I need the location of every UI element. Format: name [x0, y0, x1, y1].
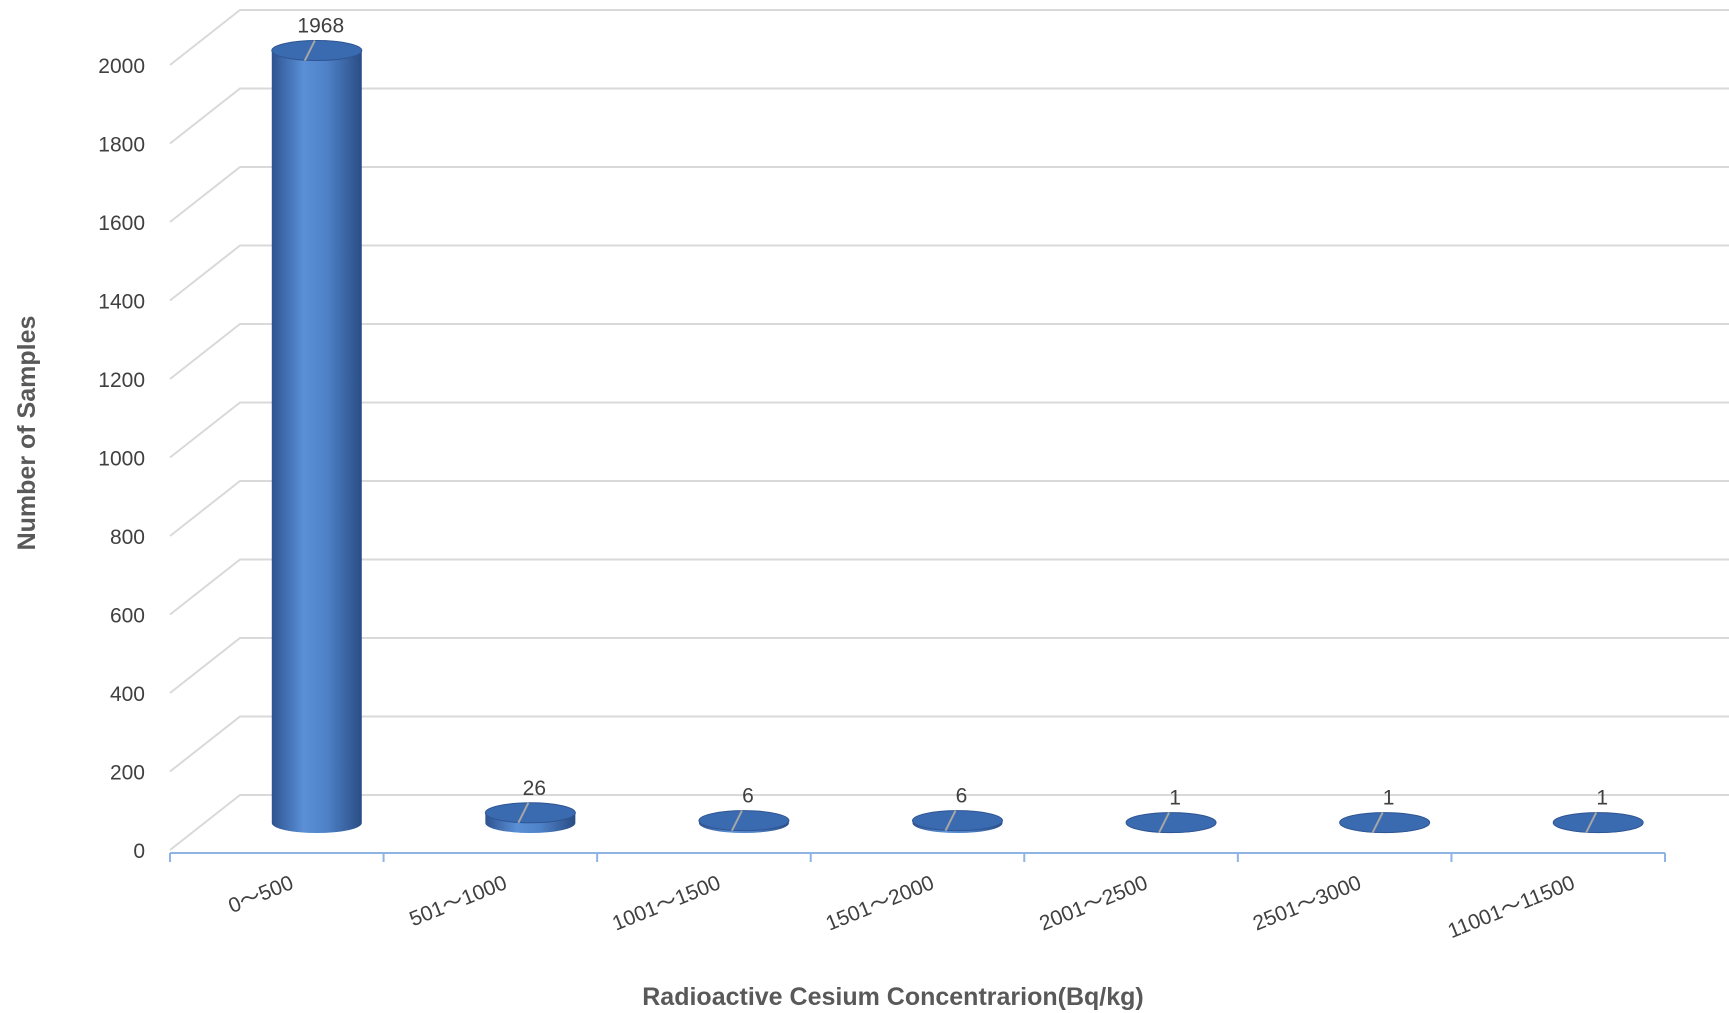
- gridline: [169, 558, 1729, 616]
- bar: [271, 40, 363, 834]
- gridline: [169, 166, 1729, 223]
- y-tick-label: 800: [110, 526, 145, 549]
- x-tick-label: 2001～2500: [1036, 871, 1151, 935]
- bar: [484, 802, 576, 833]
- bar-top-cap: [484, 802, 576, 824]
- bar-top-cap: [1339, 812, 1431, 834]
- x-tick-label: 11001～11500: [1445, 871, 1578, 943]
- x-axis: 0～500 501～1000 1001～1500 1501～2000 2001～2500…: [169, 852, 1666, 943]
- data-label-leader: [731, 810, 743, 832]
- data-label: 1: [1383, 787, 1395, 810]
- y-tick-label: 1600: [98, 212, 145, 235]
- bar: [1552, 812, 1644, 834]
- gridline: [169, 794, 1729, 851]
- x-axis-title: Radioactive Cesium Concentrarion(Bq/kg): [642, 983, 1143, 1011]
- y-tick-label: 1400: [98, 291, 145, 314]
- y-tick-label: 2000: [98, 55, 145, 78]
- data-label-leader: [517, 802, 530, 824]
- y-tick-label: 0: [133, 840, 145, 863]
- data-label-leader: [1371, 812, 1384, 834]
- data-label-leader: [944, 810, 957, 832]
- bar-body: [271, 50, 362, 834]
- data-label: 6: [956, 785, 968, 808]
- gridline: [169, 323, 1729, 380]
- bar: [698, 810, 790, 833]
- bar: [1125, 812, 1217, 834]
- bar-top-cap: [271, 40, 363, 62]
- gridline: [169, 9, 1729, 66]
- data-label: 1968: [297, 15, 344, 38]
- y-tick-label: 400: [110, 683, 145, 706]
- x-tick-label: 0～500: [225, 871, 296, 918]
- data-label: 1: [1169, 787, 1181, 810]
- data-label-leader: [1158, 812, 1170, 834]
- gridline: [169, 87, 1729, 145]
- y-tick-label: 1800: [98, 134, 145, 157]
- y-axis-ticks: 0 200 400 600 800 1000 1200 1400 1600 1800 2000: [98, 55, 145, 863]
- y-tick-label: 600: [110, 605, 145, 628]
- bar-top-cap: [912, 810, 1003, 832]
- data-label: 6: [742, 785, 754, 808]
- gridline: [169, 480, 1729, 537]
- gridline: [169, 244, 1729, 302]
- bar-top-cap: [698, 810, 790, 832]
- bar-top-cap: [1552, 812, 1644, 834]
- data-label: 26: [523, 777, 546, 800]
- y-tick-label: 1200: [98, 369, 145, 392]
- gridline: [169, 715, 1729, 773]
- data-label-leader: [1585, 812, 1598, 834]
- data-labels: 1968 26 6 6 1 1 1: [297, 15, 1608, 834]
- bars: [271, 40, 1644, 834]
- y-tick-label: 1000: [98, 448, 145, 471]
- data-label-leader: [303, 40, 316, 62]
- y-axis-title: Number of Samples: [13, 316, 41, 551]
- gridline: [169, 401, 1729, 459]
- gridlines: [169, 9, 1729, 851]
- x-tick-label: 1501～2000: [823, 871, 938, 935]
- bar-top-cap: [1125, 812, 1217, 834]
- x-tick-label: 2501～3000: [1250, 871, 1365, 935]
- gridline: [169, 637, 1729, 694]
- bar: [912, 810, 1003, 833]
- y-tick-label: 200: [110, 762, 145, 785]
- x-tick-label: 1001～1500: [609, 871, 724, 935]
- x-tick-label: 501～1000: [406, 871, 510, 931]
- data-label: 1: [1596, 787, 1608, 810]
- bar: [1339, 812, 1431, 834]
